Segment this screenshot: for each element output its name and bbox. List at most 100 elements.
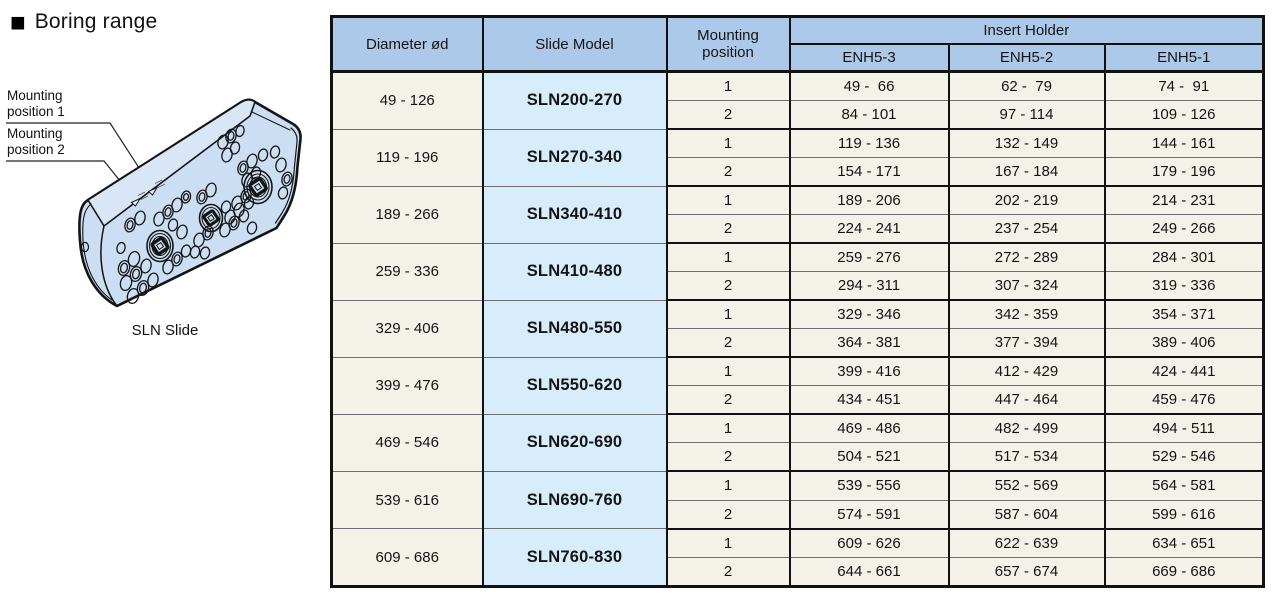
insert-range-cell: 272 - 289 <box>947 243 1106 273</box>
insert-range-cell: 447 - 464 <box>947 385 1106 416</box>
table-body: 49 - 126 SLN200-270 1 49 - 66 62 - 79 74 - 91… <box>330 71 1265 588</box>
slide-model-cell: SLN270-340 <box>481 129 668 187</box>
mounting-position-markers <box>130 179 166 207</box>
insert-range-cell: 494 - 511 <box>1103 414 1265 444</box>
mounting-position-cell: 1 <box>665 300 791 330</box>
insert-range-cell: 154 - 171 <box>788 157 950 188</box>
insert-range-cell: 587 - 604 <box>947 500 1106 530</box>
insert-range-cell: 517 - 534 <box>947 442 1106 473</box>
diameter-cell: 539 - 616 <box>330 471 484 530</box>
table-row: 539 - 616 SLN690-760 1 539 - 556 552 - 569 56… <box>330 471 1265 530</box>
boring-range-table: Diameter ød Slide Model Mounting positio… <box>330 15 1266 588</box>
insert-range-cell: 49 - 66 <box>788 71 950 102</box>
diameter-cell: 329 - 406 <box>330 300 484 358</box>
mounting-position-cell: 1 <box>665 471 791 501</box>
insert-range-cell: 84 - 101 <box>788 100 950 131</box>
col-header-enh5-3: ENH5-3 <box>788 42 950 73</box>
mounting-position-cell: 2 <box>665 385 791 416</box>
insert-range-cell: 259 - 276 <box>788 243 950 273</box>
insert-range-cell: 74 - 91 <box>1103 71 1265 102</box>
mounting-position-cell: 2 <box>665 100 791 131</box>
insert-range-cell: 329 - 346 <box>788 300 950 330</box>
insert-range-cell: 167 - 184 <box>947 157 1106 188</box>
diameter-cell: 259 - 336 <box>330 243 484 301</box>
mounting-position-cell: 2 <box>665 328 791 359</box>
insert-range-cell: 377 - 394 <box>947 328 1106 359</box>
col-header-enh5-2: ENH5-2 <box>947 42 1106 73</box>
section-marker-icon: ■ <box>10 7 26 37</box>
table-row: 2 224 - 241 237 - 254 249 - 266 <box>332 214 1265 245</box>
insert-range-cell: 179 - 196 <box>1103 157 1265 188</box>
slide-model-cell: SLN410-480 <box>481 243 668 301</box>
table-row: 2 574 - 591 587 - 604 599 - 616 <box>332 500 1265 530</box>
illustration-caption: SLN Slide <box>131 322 199 339</box>
insert-range-cell: 389 - 406 <box>1103 328 1265 359</box>
insert-range-cell: 657 - 674 <box>947 557 1106 588</box>
insert-range-cell: 189 - 206 <box>788 186 950 216</box>
insert-range-cell: 539 - 556 <box>788 471 950 501</box>
insert-range-cell: 62 - 79 <box>947 71 1106 102</box>
insert-range-cell: 599 - 616 <box>1103 500 1265 530</box>
table-row: 2 154 - 171 167 - 184 179 - 196 <box>332 157 1265 188</box>
insert-range-cell: 459 - 476 <box>1103 385 1265 416</box>
diameter-cell: 609 - 686 <box>330 528 484 587</box>
table-row: 2 434 - 451 447 - 464 459 - 476 <box>332 385 1265 416</box>
col-header-mounting-position: Mounting position <box>665 15 791 73</box>
insert-range-cell: 202 - 219 <box>947 186 1106 216</box>
insert-range-cell: 399 - 416 <box>788 357 950 387</box>
sln-slide-illustration <box>6 98 302 308</box>
table-row: 49 - 126 SLN200-270 1 49 - 66 62 - 79 74 - 91 <box>330 71 1265 130</box>
insert-range-cell: 634 - 651 <box>1103 528 1265 558</box>
table-row: 329 - 406 SLN480-550 1 329 - 346 342 - 359 35… <box>330 300 1265 358</box>
mounting-position-cell: 1 <box>665 71 791 102</box>
diameter-cell: 189 - 266 <box>330 186 484 244</box>
table-row: 2 644 - 661 657 - 674 669 - 686 <box>332 557 1265 588</box>
table-row: 119 - 196 SLN270-340 1 119 - 136 132 - 149 14… <box>330 129 1265 187</box>
mounting-position-cell: 1 <box>665 129 791 159</box>
mounting-position-cell: 1 <box>665 414 791 444</box>
mounting-position-1-label: Mounting position 1 <box>7 88 65 120</box>
insert-range-cell: 307 - 324 <box>947 271 1106 302</box>
col-header-insert-holder: Insert Holder <box>788 15 1265 45</box>
bolt-holes <box>116 124 293 305</box>
mounting-position-cell: 2 <box>665 214 791 245</box>
diameter-cell: 399 - 476 <box>330 357 484 415</box>
insert-range-cell: 469 - 486 <box>788 414 950 444</box>
table-row: 2 294 - 311 307 - 324 319 - 336 <box>332 271 1265 302</box>
insert-range-cell: 644 - 661 <box>788 557 950 588</box>
section-title: ■ Boring range <box>10 7 158 37</box>
insert-range-cell: 284 - 301 <box>1103 243 1265 273</box>
insert-range-cell: 319 - 336 <box>1103 271 1265 302</box>
insert-range-cell: 119 - 136 <box>788 129 950 159</box>
mounting-position-cell: 2 <box>665 157 791 188</box>
insert-range-cell: 364 - 381 <box>788 328 950 359</box>
mounting-position-cell: 2 <box>665 442 791 473</box>
insert-range-cell: 622 - 639 <box>947 528 1106 558</box>
insert-range-cell: 669 - 686 <box>1103 557 1265 588</box>
insert-range-cell: 132 - 149 <box>947 129 1106 159</box>
table-row: 189 - 266 SLN340-410 1 189 - 206 202 - 219 21… <box>330 186 1265 244</box>
mounting-position-2-line2: position 2 <box>7 142 65 157</box>
mounting-position-cell: 2 <box>665 500 791 530</box>
insert-range-cell: 504 - 521 <box>788 442 950 473</box>
insert-range-cell: 342 - 359 <box>947 300 1106 330</box>
insert-range-cell: 214 - 231 <box>1103 186 1265 216</box>
col-header-diameter: Diameter ød <box>330 15 484 73</box>
page-title: Boring range <box>34 10 158 33</box>
table-row: 2 364 - 381 377 - 394 389 - 406 <box>332 328 1265 359</box>
slide-block <box>78 98 302 308</box>
diameter-cell: 119 - 196 <box>330 129 484 187</box>
mounting-position-1-line1: Mounting <box>7 88 63 103</box>
mounting-position-cell: 1 <box>665 528 791 558</box>
table-row: 469 - 546 SLN620-690 1 469 - 486 482 - 499 49… <box>330 414 1265 472</box>
insert-range-cell: 249 - 266 <box>1103 214 1265 245</box>
diameter-cell: 469 - 546 <box>330 414 484 472</box>
slide-model-cell: SLN760-830 <box>481 528 668 587</box>
slide-model-cell: SLN690-760 <box>481 471 668 530</box>
insert-range-cell: 564 - 581 <box>1103 471 1265 501</box>
mounting-position-2-label: Mounting position 2 <box>7 126 65 158</box>
insert-range-cell: 609 - 626 <box>788 528 950 558</box>
insert-range-cell: 424 - 441 <box>1103 357 1265 387</box>
insert-range-cell: 109 - 126 <box>1103 100 1265 131</box>
table-row: 399 - 476 SLN550-620 1 399 - 416 412 - 429 42… <box>330 357 1265 415</box>
